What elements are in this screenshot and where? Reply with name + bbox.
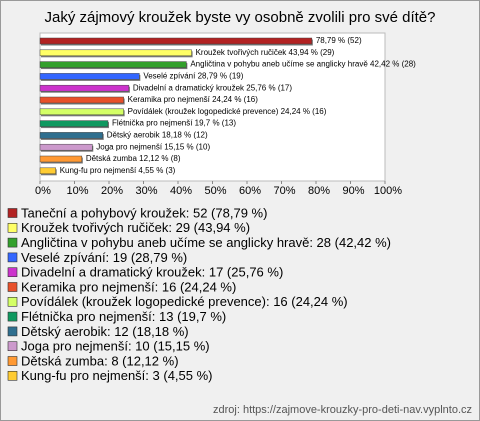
legend-label: Povídálek (kroužek logopedické prevence)… [21,294,348,309]
bar [39,120,109,127]
data-label: Kung-fu pro nejmenší 4,55 % (3) [60,166,176,175]
source: zdroj: https://zajmove-krouzky-pro-deti-… [213,404,472,416]
bar [39,132,103,139]
bar [39,61,187,68]
x-tick-label: 90% [342,185,364,197]
legend-label: Veselé zpívání: 19 (28,79 %) [21,250,187,265]
data-label: Kroužek tvořivých ručiček 43,94 % (29) [196,48,335,57]
legend-swatch [7,282,18,292]
x-tick-label: 60% [239,185,261,197]
bar [39,155,83,163]
legend-swatch [7,252,18,263]
legend-swatch [7,341,18,352]
legend-label: Divadelní a dramatický kroužek: 17 (25,7… [21,265,283,280]
legend-label: Flétnička pro nejmenší: 13 (19,7 %) [21,309,226,324]
bar [39,143,93,151]
chart-title: Jaký zájmový kroužek byste vy osobně zvo… [44,9,435,26]
legend-swatch [7,267,18,278]
legend-swatch [7,326,18,337]
bar [39,84,130,92]
legend-label: Kung-fu pro nejmenší: 3 (4,55 %) [21,368,213,383]
legend-label: Angličtina v pohybu aneb učíme se anglic… [21,235,391,250]
data-label: Flétnička pro nejmenší 19,7 % (13) [112,119,236,128]
bar [39,108,124,116]
x-tick-label: 30% [135,185,157,197]
legend-label: Keramika pro nejmenší: 16 (24,24 %) [21,279,236,294]
data-label: Dětská zumba 12,12 % (8) [86,154,181,163]
bar [39,96,124,104]
legend-swatch [7,223,18,233]
data-label: Divadelní a dramatický kroužek 25,76 % (… [133,83,293,92]
legend-swatch [7,296,18,307]
x-tick-label: 40% [170,185,192,197]
data-label: Keramika pro nejmenší 24,24 % (16) [128,95,259,104]
legend-swatch [7,311,18,322]
bar [39,73,140,80]
legend-swatch [7,237,18,248]
x-tick-label: 10% [66,185,88,197]
data-label: Povídálek (kroužek logopedické prevence)… [128,107,327,116]
legend-swatch [7,208,18,218]
legend-label: Dětská zumba: 8 (12,12 %) [21,353,179,368]
legend-label: Kroužek tvořivých ručiček: 29 (43,94 %) [21,220,250,235]
x-tick-label: 70% [273,185,295,197]
x-tick-label: 50% [204,185,226,197]
data-label: Angličtina v pohybu aneb učíme se anglic… [190,60,416,69]
bar [39,167,56,175]
x-tick-label: 80% [308,185,330,197]
bar [39,37,313,45]
legend-swatch [7,356,18,366]
data-label: Veselé zpívání 28,79 % (19) [143,72,243,81]
data-label: 78,79 % (52) [316,36,362,45]
bar [39,49,192,57]
x-tick-label: 100% [374,185,402,197]
x-tick-label: 20% [101,185,123,197]
data-label: Dětský aerobik 18,18 % (12) [107,131,208,140]
legend-label: Dětský aerobik: 12 (18,18 %) [21,324,189,339]
x-tick-label: 0% [35,185,51,197]
plot-area [39,32,386,182]
legend-swatch [7,370,18,381]
legend-label: Joga pro nejmenší: 10 (15,15 %) [21,339,210,354]
data-label: Joga pro nejmenší 15,15 % (10) [96,142,210,151]
legend-label: Taneční a pohybový kroužek: 52 (78,79 %) [21,205,267,220]
